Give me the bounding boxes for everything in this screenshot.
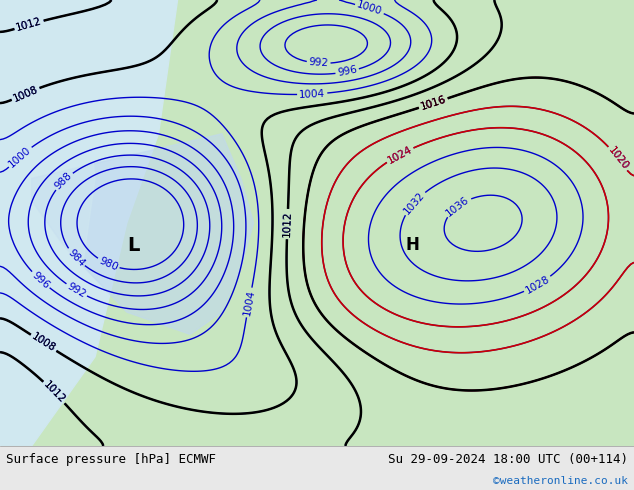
Text: 1024: 1024 <box>386 144 414 165</box>
Polygon shape <box>0 446 634 490</box>
Text: ©weatheronline.co.uk: ©weatheronline.co.uk <box>493 476 628 486</box>
Text: H: H <box>405 236 419 254</box>
Text: 1008: 1008 <box>11 84 39 103</box>
Text: 980: 980 <box>97 255 119 272</box>
Polygon shape <box>0 0 95 446</box>
Polygon shape <box>0 0 178 446</box>
Text: 1016: 1016 <box>419 94 448 112</box>
Text: 1016: 1016 <box>419 94 448 112</box>
Text: 996: 996 <box>337 65 358 78</box>
Text: 1020: 1020 <box>606 145 630 172</box>
Text: 1028: 1028 <box>524 273 552 295</box>
Text: L: L <box>127 236 139 255</box>
Text: Surface pressure [hPa] ECMWF: Surface pressure [hPa] ECMWF <box>6 453 216 466</box>
Text: 1036: 1036 <box>444 194 472 218</box>
Polygon shape <box>32 134 254 334</box>
Text: 1000: 1000 <box>7 145 33 169</box>
Text: 984: 984 <box>65 247 86 269</box>
Text: 1000: 1000 <box>356 0 384 17</box>
Text: 1012: 1012 <box>41 379 67 405</box>
Text: 996: 996 <box>30 270 51 291</box>
Text: 1016: 1016 <box>419 94 448 112</box>
Text: 992: 992 <box>308 57 329 69</box>
Text: 1024: 1024 <box>386 144 414 165</box>
Text: 1008: 1008 <box>11 84 39 103</box>
Text: 1032: 1032 <box>402 190 427 216</box>
Text: 1012: 1012 <box>282 211 293 238</box>
Polygon shape <box>0 0 634 446</box>
Text: 988: 988 <box>53 171 74 192</box>
Text: 992: 992 <box>65 281 87 300</box>
Text: 1008: 1008 <box>30 332 57 354</box>
Text: 1004: 1004 <box>242 289 256 317</box>
Text: 1004: 1004 <box>299 88 326 99</box>
Text: Su 29-09-2024 18:00 UTC (00+114): Su 29-09-2024 18:00 UTC (00+114) <box>387 453 628 466</box>
Polygon shape <box>0 0 114 446</box>
Text: 1012: 1012 <box>15 16 43 33</box>
Text: 1020: 1020 <box>606 145 630 172</box>
Text: 1012: 1012 <box>282 211 293 238</box>
Text: 1008: 1008 <box>30 332 57 354</box>
Text: 1012: 1012 <box>15 16 43 33</box>
Text: 1012: 1012 <box>41 379 67 405</box>
